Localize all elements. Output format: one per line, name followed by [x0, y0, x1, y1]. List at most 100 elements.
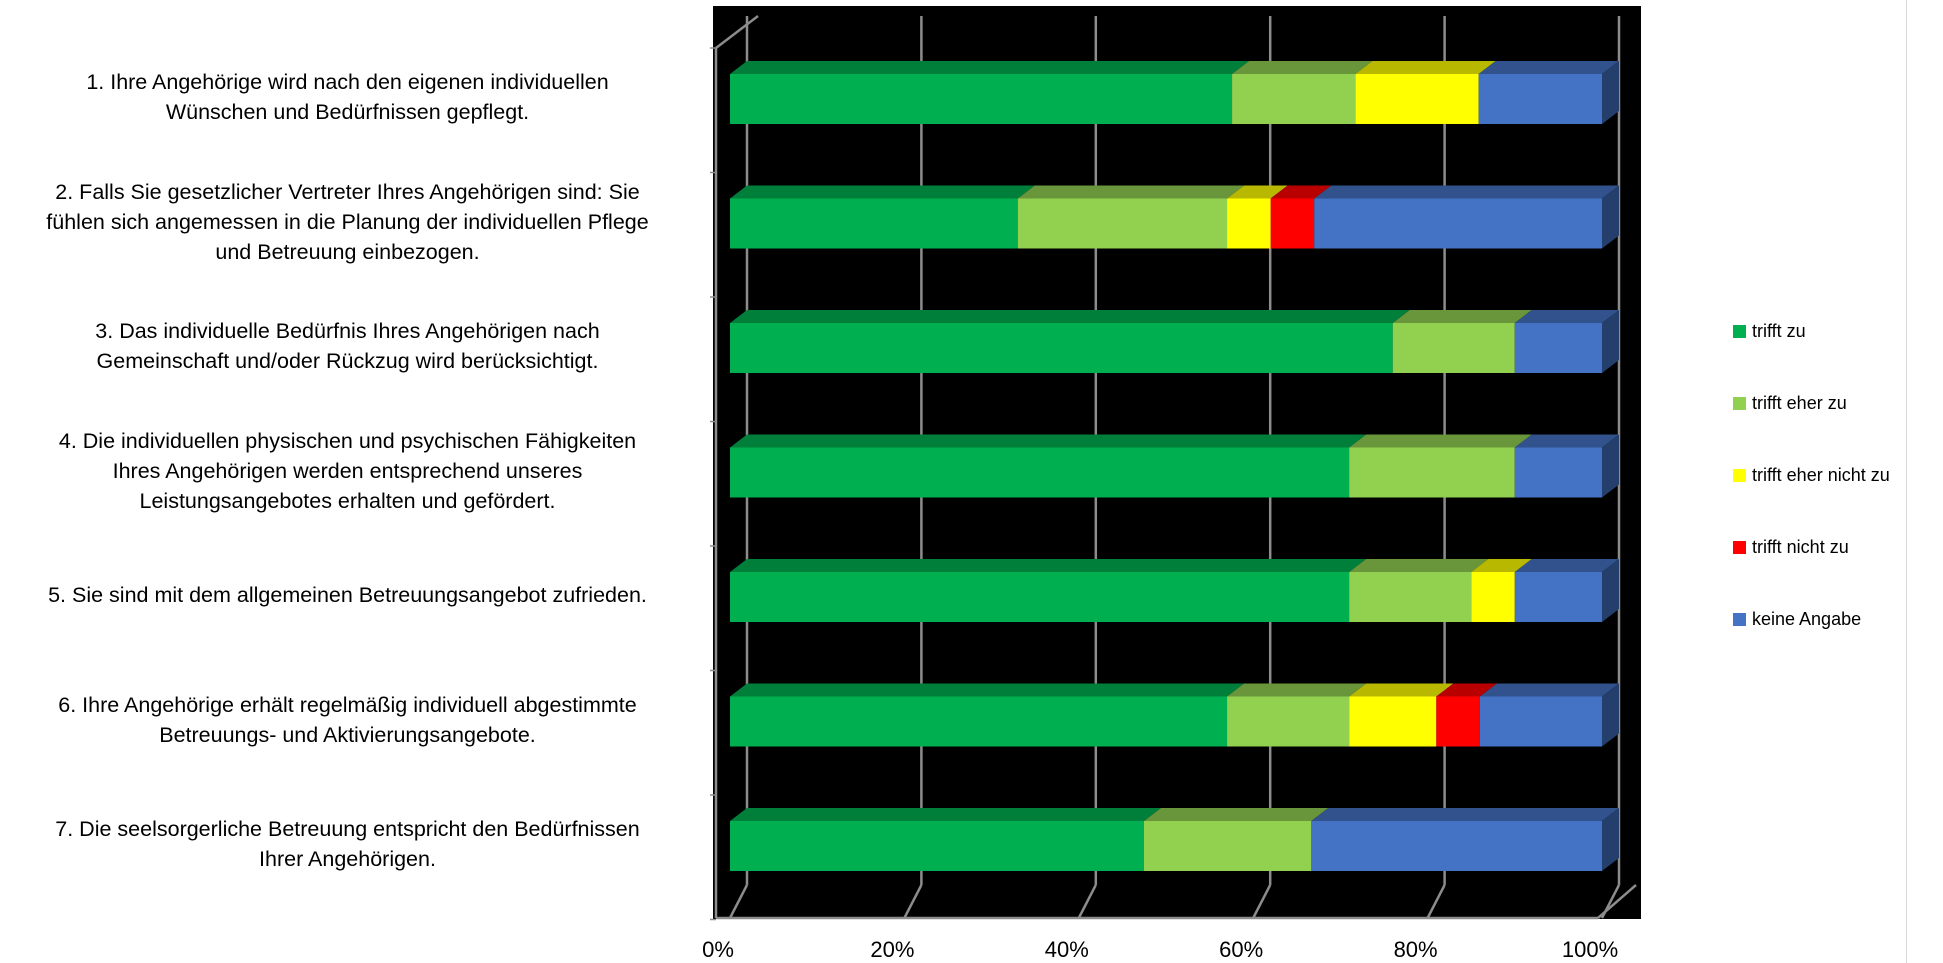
bar-row [730, 185, 1619, 249]
bar-segment-top [1479, 683, 1619, 697]
legend-label: keine Angabe [1752, 608, 1862, 629]
x-tick-label: 40% [1044, 937, 1089, 962]
bar-segment-top [1349, 683, 1454, 697]
legend-item: keine Angabe [1733, 608, 1861, 630]
category-label-line: Gemeinschaft und/oder Rückzug wird berüc… [96, 349, 599, 373]
x-tick-label: 80% [1393, 937, 1438, 962]
bar-segment [730, 572, 1350, 622]
bar-segment [1436, 696, 1480, 747]
bar-segment-top [730, 185, 1035, 199]
bar-segment-side [1602, 61, 1619, 124]
bar-segment-top [1471, 559, 1532, 572]
bar-row [730, 61, 1619, 124]
legend-label: trifft zu [1752, 320, 1806, 341]
bar-segment-side [1602, 434, 1619, 498]
bars [730, 61, 1619, 871]
bar-segment [730, 821, 1144, 871]
bar-segment [1017, 198, 1228, 249]
bar-segment [1514, 447, 1602, 498]
bar-segment-top [1349, 559, 1489, 572]
floor-gridline [1077, 884, 1097, 919]
category-label-line: 5. Sie sind mit dem allgemeinen Betreuun… [48, 583, 647, 607]
x-tick-label: 60% [1219, 937, 1264, 962]
bar-segment [1227, 696, 1350, 747]
bar-segment [1349, 696, 1437, 747]
bar-segment-top [730, 310, 1410, 323]
legend-swatch [1733, 324, 1746, 338]
legend-label: trifft nicht zu [1752, 536, 1849, 557]
legend-swatch [1733, 612, 1746, 626]
bar-segment [730, 198, 1018, 249]
bar-segment-top [730, 61, 1250, 74]
bar-segment-top [730, 559, 1367, 572]
floor-gridline [1426, 884, 1446, 919]
legend-label: trifft eher nicht zu [1752, 464, 1890, 485]
axis-walls [714, 15, 1637, 920]
category-label: 2. Falls Sie gesetzlicher Vertreter Ihre… [0, 162, 695, 282]
bar-row [730, 310, 1619, 373]
bar-segment-top [1392, 310, 1532, 323]
bar-segment-top [1227, 185, 1288, 199]
bar-segment-top [1436, 683, 1497, 697]
bar-segment [1514, 323, 1602, 373]
category-label: 7. Die seelsorgerliche Betreuung entspri… [0, 784, 695, 904]
divider [1906, 0, 1907, 963]
category-label: 4. Die individuellen physischen und psyc… [0, 411, 695, 531]
legend-item: trifft nicht zu [1733, 536, 1849, 558]
category-label-line: Betreuungs- und Aktivierungsangebote. [159, 722, 536, 747]
bar-segment [730, 74, 1233, 124]
category-label-line: Ihres Angehörigen werden entsprechend un… [112, 458, 583, 483]
category-label-line: Ihrer Angehörigen. [259, 847, 436, 871]
bar-row [730, 559, 1619, 622]
category-label-line: Wünschen und Bedürfnissen gepflegt. [165, 100, 530, 124]
floor-gridline [1252, 884, 1272, 919]
category-ticks [710, 47, 716, 921]
bar-segment-top [730, 434, 1367, 448]
category-label: 3. Das individuelle Bedürfnis Ihres Ange… [0, 286, 695, 406]
x-tick-label: 100% [1561, 937, 1619, 962]
left-wall-top [715, 15, 759, 49]
bar-row [730, 434, 1619, 498]
bar-segment-side [1602, 185, 1619, 249]
category-label-line: 7. Die seelsorgerliche Betreuung entspri… [55, 817, 640, 841]
bar-segment-side [1602, 559, 1619, 622]
category-label-line: 3. Das individuelle Bedürfnis Ihres Ange… [95, 319, 600, 343]
bar-segment-top [1514, 434, 1619, 448]
bar-segment-top [1478, 61, 1619, 74]
category-label-line: fühlen sich angemessen in die Planung de… [46, 209, 649, 234]
bar-segment-top [1349, 434, 1532, 448]
legend-swatch [1733, 396, 1746, 410]
bar-segment-top [1227, 683, 1367, 697]
bar-segment [1479, 696, 1602, 747]
bar-segment-side [1602, 310, 1619, 373]
bar-segment-top [1017, 185, 1245, 199]
legend-swatch [1733, 540, 1746, 554]
bar-segment [1355, 74, 1479, 124]
bar-segment [1471, 572, 1515, 622]
bar-segment [730, 696, 1228, 747]
category-label: 6. Ihre Angehörige erhält regelmäßig ind… [0, 660, 695, 780]
bar-segment-top [1270, 185, 1332, 199]
bar-segment-side [1602, 808, 1619, 871]
category-label-line: 4. Die individuellen physischen und psyc… [58, 428, 637, 453]
legend-item: trifft zu [1733, 320, 1806, 342]
bar-row [730, 808, 1619, 871]
x-tick-label: 20% [870, 937, 915, 962]
bar-row [730, 683, 1619, 747]
category-label: 5. Sie sind mit dem allgemeinen Betreuun… [0, 535, 695, 655]
bar-segment [730, 447, 1350, 498]
bar-segment-top [1355, 61, 1496, 74]
legend-swatch [1733, 468, 1746, 482]
bar-segment-top [730, 683, 1245, 697]
bar-segment [1143, 821, 1312, 871]
bar-segment [730, 323, 1393, 373]
legend-label: trifft eher zu [1752, 392, 1847, 413]
bar-segment [1514, 572, 1602, 622]
bar-segment-top [1143, 808, 1329, 821]
bar-segment [1227, 198, 1271, 249]
legend-item: trifft eher zu [1733, 392, 1847, 414]
floor-gridline [728, 884, 749, 919]
bar-segment [1478, 74, 1602, 124]
bar-segment-top [1232, 61, 1373, 74]
